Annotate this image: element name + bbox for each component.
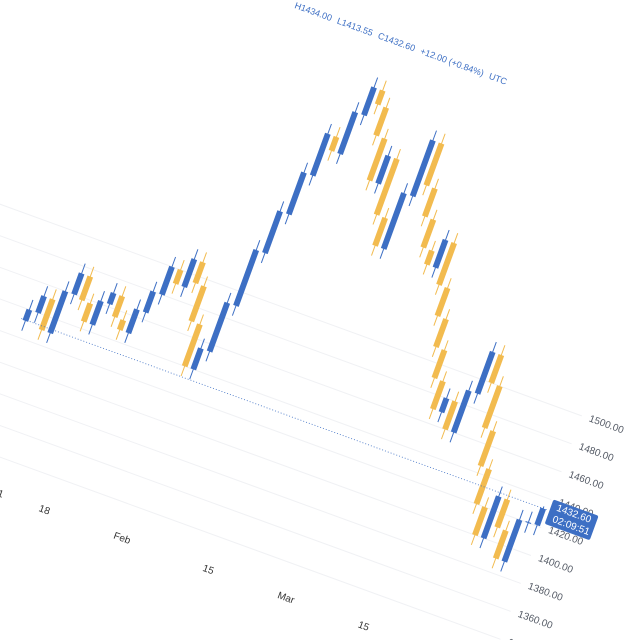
last-price-tag xyxy=(545,499,599,540)
candle-body xyxy=(111,295,126,319)
candle-body xyxy=(477,430,496,468)
y-tick-label: 1500.00 xyxy=(587,414,625,437)
candle-body xyxy=(106,291,117,306)
x-tick-label: 2021 xyxy=(0,483,5,501)
candle-body xyxy=(374,89,386,106)
candle-body xyxy=(337,111,359,156)
candle-body xyxy=(142,290,156,314)
candle-body xyxy=(481,385,503,429)
x-tick-label: 18 xyxy=(37,503,52,517)
candle-body xyxy=(488,354,505,384)
candle-body xyxy=(424,249,435,266)
grid-line xyxy=(0,267,542,529)
y-tick-label: 1400.00 xyxy=(537,553,575,576)
candle-body xyxy=(80,302,94,323)
candle-body xyxy=(501,518,523,563)
grid-line xyxy=(0,378,501,640)
candle-body xyxy=(494,498,511,529)
header-text: C1432.60 xyxy=(377,31,417,54)
candle-body xyxy=(159,265,175,296)
grid-line xyxy=(0,239,552,501)
candle-body xyxy=(431,349,448,380)
candle-body xyxy=(22,308,33,322)
candle-body xyxy=(434,287,451,317)
x-tick-label: Feb xyxy=(112,531,132,547)
grid-line xyxy=(0,295,532,556)
candle-body xyxy=(309,132,331,177)
candle-body xyxy=(409,139,436,198)
candle-body xyxy=(433,318,449,349)
candle-body xyxy=(432,238,449,269)
candle-body xyxy=(125,308,140,335)
grid-line xyxy=(0,350,511,612)
candle-body xyxy=(89,299,104,326)
header-text: L1413.55 xyxy=(336,16,375,38)
candle-body xyxy=(181,323,203,368)
candle-body xyxy=(372,216,388,247)
candle-body xyxy=(442,400,458,431)
candle-body xyxy=(262,210,283,255)
candle-body xyxy=(472,506,488,537)
y-tick-label: 1460.00 xyxy=(567,469,605,492)
header-text: H1434.00 xyxy=(293,0,333,23)
x-tick-label: Mar xyxy=(276,590,297,606)
candle-body xyxy=(373,157,400,216)
candle-body xyxy=(420,218,437,249)
candle-body xyxy=(172,268,184,285)
candle-body xyxy=(38,298,56,331)
y-tick-label: 1380.00 xyxy=(526,581,564,604)
candle-body xyxy=(71,272,85,296)
y-tick-label: 1360.00 xyxy=(516,609,554,632)
candle-body xyxy=(190,347,204,371)
candle-body xyxy=(35,295,47,314)
grid-line xyxy=(0,323,521,584)
candle-body xyxy=(430,380,446,411)
candle-body xyxy=(286,171,307,216)
candle-body xyxy=(188,285,207,323)
candle-body xyxy=(78,275,94,302)
candle-body xyxy=(492,529,509,560)
candle-body xyxy=(116,319,127,331)
candle-body xyxy=(375,154,392,185)
candle-body xyxy=(422,187,438,218)
candle-body xyxy=(47,290,69,335)
candle-body xyxy=(450,389,472,434)
candle-body xyxy=(423,142,445,187)
x-tick-label: 15 xyxy=(201,563,216,577)
candle-body xyxy=(206,301,231,353)
candle-body xyxy=(474,350,496,395)
candle-body xyxy=(534,507,546,527)
grid-line xyxy=(0,155,582,417)
candle-body xyxy=(380,192,407,250)
header-text: UTC xyxy=(488,71,509,87)
candle-body xyxy=(361,86,377,117)
last-price-line xyxy=(21,318,548,511)
candle-body xyxy=(438,397,450,414)
candle-body xyxy=(525,521,532,524)
header-text: +12.00 (+0.84%) xyxy=(419,46,485,78)
candle-body xyxy=(233,248,260,307)
x-tick-label: 15 xyxy=(356,620,371,634)
candle-body xyxy=(366,137,388,182)
candle-body xyxy=(192,261,206,285)
candle-body xyxy=(436,241,457,286)
candle-body xyxy=(328,135,340,152)
candle-body xyxy=(181,258,198,289)
candle-body xyxy=(473,468,492,506)
candle-body xyxy=(480,495,502,540)
candle-body xyxy=(373,106,390,137)
y-tick-label: 1480.00 xyxy=(577,442,615,465)
